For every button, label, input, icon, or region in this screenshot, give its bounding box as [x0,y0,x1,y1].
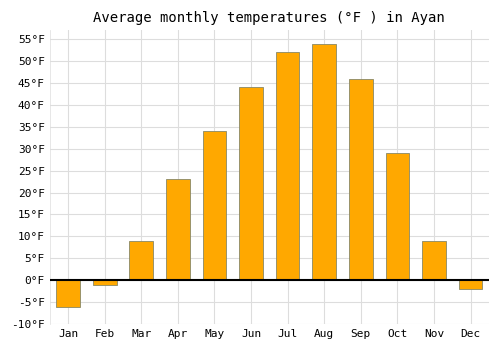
Bar [239,88,263,280]
Bar [56,280,80,307]
Bar [458,280,482,289]
Bar [422,241,446,280]
Title: Average monthly temperatures (°F ) in Ayan: Average monthly temperatures (°F ) in Ay… [94,11,445,25]
Bar [386,153,409,280]
Bar [349,79,372,280]
Bar [92,280,116,285]
Bar [202,131,226,280]
Bar [166,180,190,280]
Bar [276,52,299,280]
Bar [130,241,153,280]
Bar [312,44,336,280]
